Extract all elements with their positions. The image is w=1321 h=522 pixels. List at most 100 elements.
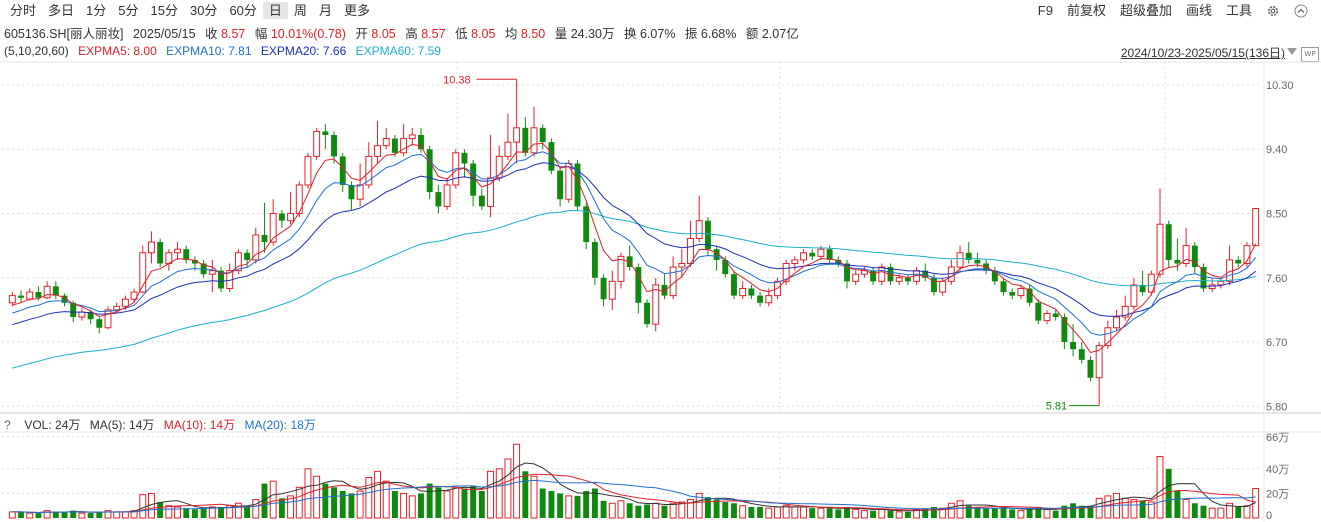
adjust-button[interactable]: 前复权 <box>1066 3 1106 18</box>
volume-bar-up <box>1043 508 1051 519</box>
volume-bar-down <box>339 490 346 518</box>
tab-30min[interactable]: 30分 <box>189 3 218 18</box>
tab-duori[interactable]: 多日 <box>48 3 75 18</box>
candle-body-up <box>78 311 86 318</box>
tab-week[interactable]: 周 <box>293 3 307 18</box>
volume-bar-up <box>800 506 807 519</box>
candle-body-down <box>218 270 224 289</box>
candle-body-up <box>687 237 694 264</box>
volume-bar-down <box>61 511 68 518</box>
volume-bar-down <box>1078 505 1085 518</box>
tab-more[interactable]: 更多 <box>343 3 370 18</box>
volume-bar-up <box>295 486 303 519</box>
vol-ma20-line <box>12 479 1256 514</box>
candle-body-down <box>1165 224 1172 260</box>
date-range[interactable]: 2024/10/23-2025/05/15(136日) <box>1120 46 1285 60</box>
candle-body-down <box>61 295 68 303</box>
ma-params[interactable]: (5,10,20,60) <box>4 44 69 58</box>
f9-button[interactable]: F9 <box>1037 3 1053 18</box>
volume-bar-down <box>548 490 555 518</box>
candle-body-up <box>800 252 807 261</box>
candle-body-down <box>18 295 24 298</box>
avg-value: 8.50 <box>520 27 546 41</box>
overlay-button[interactable]: 超级叠加 <box>1119 3 1172 18</box>
candle-body-up <box>1147 273 1155 293</box>
volume-tick-label: 20万 <box>1266 488 1289 500</box>
candle-body-down <box>1200 267 1207 289</box>
volume-bar-down <box>539 488 546 518</box>
tab-fenshi[interactable]: 分时 <box>10 3 37 18</box>
volume-bar-up <box>1113 492 1120 519</box>
amount-field: 额 2.07亿 <box>746 27 799 41</box>
volume-bar-down <box>722 502 729 518</box>
draw-button[interactable]: 画线 <box>1185 3 1212 18</box>
expma5-line <box>12 142 1257 354</box>
triangle-down-icon[interactable] <box>1287 48 1297 55</box>
volume-bar-down <box>626 503 633 518</box>
stock-code: 605136.SH[丽人丽妆] <box>4 27 124 41</box>
candle-body-down <box>1087 359 1094 378</box>
amplitude-value: 6.68% <box>700 27 737 41</box>
volume-bar-down <box>244 505 251 518</box>
tab-60min[interactable]: 60分 <box>229 3 257 18</box>
candle-body-down <box>626 256 633 268</box>
volume-bar-down <box>218 506 224 518</box>
gear-icon[interactable] <box>1265 3 1281 19</box>
candle-body-down <box>704 220 711 250</box>
candle-body-down <box>183 249 190 260</box>
volume-bar-up <box>852 508 860 519</box>
volume-bar-up <box>365 476 373 519</box>
candle-body-up <box>1252 208 1260 247</box>
chevron-up-icon[interactable] <box>1293 3 1309 19</box>
candle-body-up <box>113 305 121 311</box>
tab-5min[interactable]: 5分 <box>118 3 139 18</box>
tab-1min[interactable]: 1分 <box>86 3 107 18</box>
candle-body-down <box>470 163 477 196</box>
volume-bar-down <box>87 513 94 518</box>
volume-bar-down <box>1009 509 1016 518</box>
candle-body-up <box>304 155 312 186</box>
tab-15min[interactable]: 15分 <box>150 3 178 18</box>
tab-month[interactable]: 月 <box>318 3 332 18</box>
expma60-line <box>12 209 1256 369</box>
candle-body-down <box>635 267 642 303</box>
volume-bar-up <box>652 502 660 519</box>
volume-bar-down <box>200 508 207 518</box>
candle-body-up <box>165 252 173 264</box>
candle-body-down <box>322 131 329 135</box>
candle-body-up <box>530 127 538 154</box>
volume-bar-down <box>278 498 285 518</box>
candle-body-down <box>1026 288 1033 303</box>
volume-bar-up <box>1104 495 1112 519</box>
volume-bar-down <box>1026 509 1033 518</box>
candle-body-up <box>1017 287 1025 297</box>
wp-icon[interactable]: WP <box>1301 47 1319 62</box>
help-icon[interactable]: ? <box>4 418 11 432</box>
volume-bar-down <box>1191 503 1198 518</box>
volume-bar-up <box>408 495 416 519</box>
volume-legend: ? VOL: 24万 MA(5): 14万 MA(10): 14万 MA(20)… <box>4 416 322 433</box>
candle-body-down <box>809 252 816 257</box>
volume-bar-up <box>669 502 677 519</box>
volume-bar-down <box>887 510 894 518</box>
candle-body-up <box>130 291 138 300</box>
price-tick-label: 9.40 <box>1266 144 1287 156</box>
close-label: 收 <box>205 27 218 41</box>
tab-day[interactable]: 日 <box>262 2 288 19</box>
volume-bar-up <box>139 494 147 519</box>
candle-body-down <box>339 156 346 185</box>
volume-bar-down <box>1035 506 1042 518</box>
candle-body-down <box>748 288 755 296</box>
volume-bar-down <box>1165 468 1172 518</box>
expma10-line <box>12 151 1257 336</box>
candle-body-up <box>878 266 886 282</box>
volume-bar-down <box>52 511 59 518</box>
candle-body-down <box>426 149 433 193</box>
volume-bar-up <box>148 492 155 519</box>
candle-body-up <box>1226 259 1234 282</box>
tools-button[interactable]: 工具 <box>1225 3 1252 18</box>
candle-body-up <box>443 184 451 207</box>
candle-body-down <box>435 192 442 207</box>
candle-body-down <box>1174 259 1181 264</box>
